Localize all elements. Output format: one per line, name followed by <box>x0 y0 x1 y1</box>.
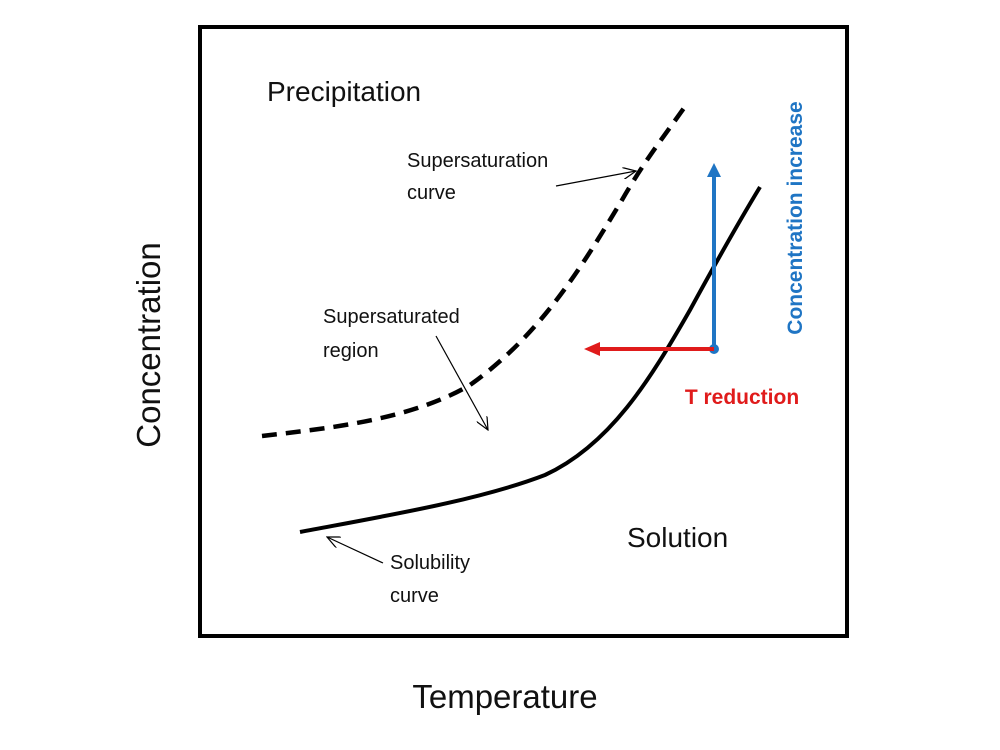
supersaturated-region-pointer <box>435 335 488 430</box>
supersaturation-curve-label-line2: curve <box>407 182 456 204</box>
solution-region-label: Solution <box>627 522 728 553</box>
supersaturation-curve-label: Supersaturation curve <box>407 150 554 204</box>
plot-frame <box>198 25 849 638</box>
supersaturation-curve <box>261 106 686 439</box>
solubility-curve-pointer <box>327 537 384 564</box>
supersaturated-region-label: Supersaturated region <box>323 306 465 362</box>
concentration-increase-label: Concentration increase <box>784 101 807 334</box>
precipitation-region-label: Precipitation <box>267 76 421 107</box>
supersaturated-region-label-line1: Supersaturated <box>323 306 460 328</box>
solubility-curve <box>299 185 762 534</box>
x-axis-label: Temperature <box>412 678 597 715</box>
supersaturation-curve-pointer <box>555 171 636 187</box>
solubility-curve-label-line2: curve <box>390 585 439 607</box>
supersaturated-region-label-line2: region <box>323 340 379 362</box>
supersaturation-curve-label-line1: Supersaturation <box>407 150 548 172</box>
solubility-curve-label: Solubility curve <box>390 552 476 607</box>
t-reduction-label: T reduction <box>685 386 799 409</box>
y-axis-label: Concentration <box>130 242 167 447</box>
solubility-curve-label-line1: Solubility <box>390 552 470 574</box>
